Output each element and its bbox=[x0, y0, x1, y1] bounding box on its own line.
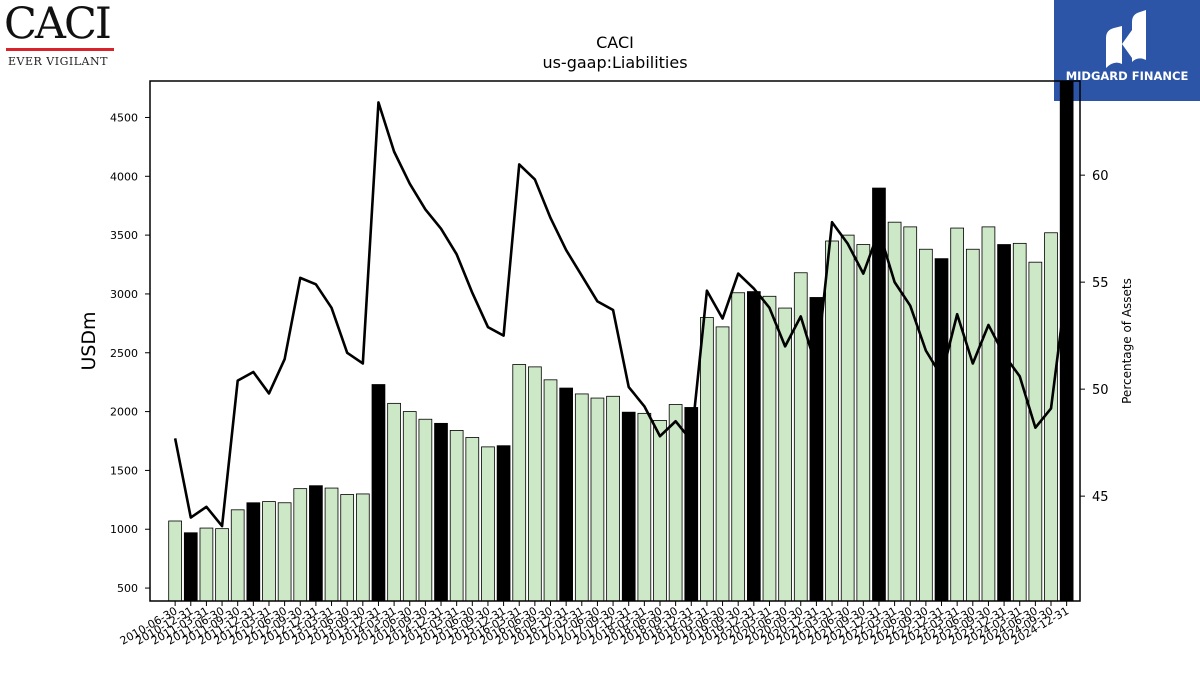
bar-2020-09-30 bbox=[793, 272, 808, 602]
bar-2015-12-31 bbox=[496, 445, 511, 602]
bar-2017-03-31 bbox=[574, 393, 589, 602]
bar-2012-03-31 bbox=[262, 501, 276, 602]
bar-2012-09-30 bbox=[293, 488, 308, 602]
bar-2019-06-30 bbox=[715, 326, 730, 602]
y2-tick-label-50: 50 bbox=[1092, 383, 1109, 398]
bar-2021-09-30 bbox=[856, 244, 871, 602]
bar-2016-09-30 bbox=[543, 379, 558, 602]
percentage-of-assets-line bbox=[173, 101, 1068, 528]
line-series bbox=[173, 101, 1068, 528]
bar-2016-12-31 bbox=[559, 387, 573, 602]
y-tick-label-4500: 4500 bbox=[110, 111, 138, 124]
bar-2012-12-31 bbox=[309, 485, 323, 602]
y-tick-label-3000: 3000 bbox=[110, 288, 138, 301]
caci-logo: CACI EVER VIGILANT bbox=[4, 2, 114, 72]
bar-2024-03-31 bbox=[1012, 242, 1027, 602]
y2-tick-label-45: 45 bbox=[1092, 490, 1109, 505]
midgard-mark-icon bbox=[1106, 10, 1146, 68]
bar-2022-12-31 bbox=[934, 258, 949, 602]
bar-2011-12-31 bbox=[246, 502, 261, 602]
bar-2024-12-31 bbox=[1059, 80, 1074, 602]
plot-frame bbox=[149, 80, 1081, 602]
y2-axis-label: Percentage of Assets bbox=[1120, 278, 1134, 404]
bar-2021-06-30 bbox=[840, 234, 855, 602]
y-axis-label: USDm bbox=[78, 311, 100, 370]
bar-2020-06-30 bbox=[778, 307, 792, 602]
midgard-finance-name: MIDGARD FINANCE bbox=[1065, 69, 1189, 83]
bar-2012-06-30 bbox=[277, 502, 292, 602]
y-tick-label-2000: 2000 bbox=[110, 406, 138, 419]
y-tick-label-3500: 3500 bbox=[110, 229, 138, 242]
midgard-finance-logo: MIDGARD FINANCE bbox=[1054, 0, 1200, 101]
bar-2016-06-30 bbox=[528, 366, 542, 602]
bar-2014-09-30 bbox=[418, 418, 433, 602]
bar-2011-06-30 bbox=[215, 528, 229, 602]
y-tick-label-2500: 2500 bbox=[110, 347, 138, 360]
y-tick-label-500: 500 bbox=[117, 582, 138, 595]
bar-2014-06-30 bbox=[402, 411, 417, 602]
bar-2010-12-31 bbox=[183, 532, 198, 602]
bar-2014-12-31 bbox=[434, 422, 448, 602]
chart-subtitle: us-gaap:Liabilities bbox=[542, 53, 687, 72]
bar-2023-09-30 bbox=[981, 226, 996, 602]
bar-2013-06-30 bbox=[340, 494, 355, 602]
bar-series bbox=[168, 80, 1074, 602]
bar-2011-09-30 bbox=[230, 509, 245, 602]
y-tick-label-1000: 1000 bbox=[110, 523, 138, 536]
bar-2023-06-30 bbox=[965, 248, 980, 602]
bar-2019-09-30 bbox=[731, 292, 746, 602]
bar-2019-12-31 bbox=[746, 291, 761, 602]
bar-2021-03-31 bbox=[825, 240, 839, 602]
bar-2015-06-30 bbox=[465, 437, 480, 602]
bar-2013-03-31 bbox=[324, 487, 339, 602]
caci-logo-rule bbox=[6, 48, 114, 51]
bar-2018-06-30 bbox=[653, 420, 667, 602]
bar-2017-09-30 bbox=[606, 395, 620, 602]
y-tick-label-1500: 1500 bbox=[110, 464, 138, 477]
bar-2024-09-30 bbox=[1044, 232, 1058, 602]
bar-2017-06-30 bbox=[590, 397, 605, 602]
caci-wordmark: CACI bbox=[4, 0, 112, 49]
bar-2016-03-31 bbox=[512, 364, 527, 602]
bar-2015-03-31 bbox=[449, 430, 464, 602]
bar-2013-09-30 bbox=[355, 493, 370, 602]
bar-2010-06-30 bbox=[168, 520, 182, 602]
bar-2022-06-30 bbox=[903, 226, 918, 602]
bar-2023-12-31 bbox=[997, 244, 1011, 602]
bar-2020-12-31 bbox=[809, 297, 824, 602]
y2-tick-label-60: 60 bbox=[1092, 169, 1109, 184]
bar-2020-03-31 bbox=[762, 295, 777, 602]
bar-2018-09-30 bbox=[668, 404, 683, 602]
caci-tagline: EVER VIGILANT bbox=[8, 55, 108, 68]
bar-2023-03-31 bbox=[950, 227, 964, 602]
bar-2014-03-31 bbox=[387, 402, 401, 602]
bar-2022-09-30 bbox=[919, 248, 933, 602]
bar-2024-06-30 bbox=[1028, 261, 1043, 602]
y2-tick-label-55: 55 bbox=[1092, 276, 1109, 291]
bar-2011-03-31 bbox=[199, 527, 214, 602]
axes: 500 1000 1500 2000 2500 3000 3500 4000 4500 45 50 5… bbox=[110, 80, 1109, 648]
bar-2017-12-31 bbox=[621, 411, 636, 602]
bar-2019-03-31 bbox=[700, 317, 714, 602]
chart-title: CACI bbox=[596, 33, 634, 52]
bar-2013-12-31 bbox=[371, 384, 386, 602]
bar-2018-03-31 bbox=[637, 412, 652, 602]
bar-2015-09-30 bbox=[481, 446, 495, 602]
y-tick-label-4000: 4000 bbox=[110, 170, 138, 183]
